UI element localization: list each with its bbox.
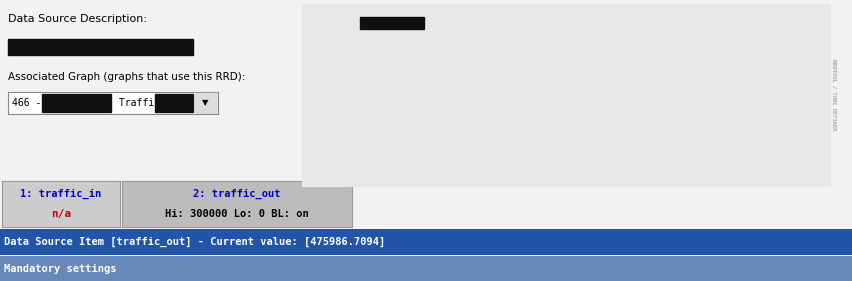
Text: Hi: 300000 Lo: 0 BL: on: Hi: 300000 Lo: 0 BL: on — [165, 209, 309, 219]
Text: 1: traffic_in: 1: traffic_in — [20, 189, 101, 199]
Text: Data Source Description:: Data Source Description: — [8, 14, 147, 24]
Text: 466 -: 466 - — [12, 98, 48, 108]
Text: n/a: n/a — [51, 209, 71, 219]
Bar — [195, 93, 218, 113]
Text: RRDTOOL / TOBI OETIKER: RRDTOOL / TOBI OETIKER — [832, 59, 837, 131]
Text: ▼: ▼ — [202, 99, 209, 108]
Text: Mandatory settings: Mandatory settings — [4, 264, 117, 273]
Bar — [155, 94, 193, 112]
Text: Associated Graph (graphs that use this RRD):: Associated Graph (graphs that use this R… — [8, 72, 245, 82]
Bar — [42, 94, 111, 112]
Text: Data Source Item [traffic_out] - Current value: [475986.7094]: Data Source Item [traffic_out] - Current… — [4, 237, 385, 247]
Title:  - Traffic - Fa0/8: - Traffic - Fa0/8 — [518, 6, 647, 19]
Y-axis label: bits per second: bits per second — [315, 57, 325, 126]
Text: 2: traffic_out: 2: traffic_out — [193, 189, 281, 199]
Text: Traffic: Traffic — [113, 98, 166, 108]
